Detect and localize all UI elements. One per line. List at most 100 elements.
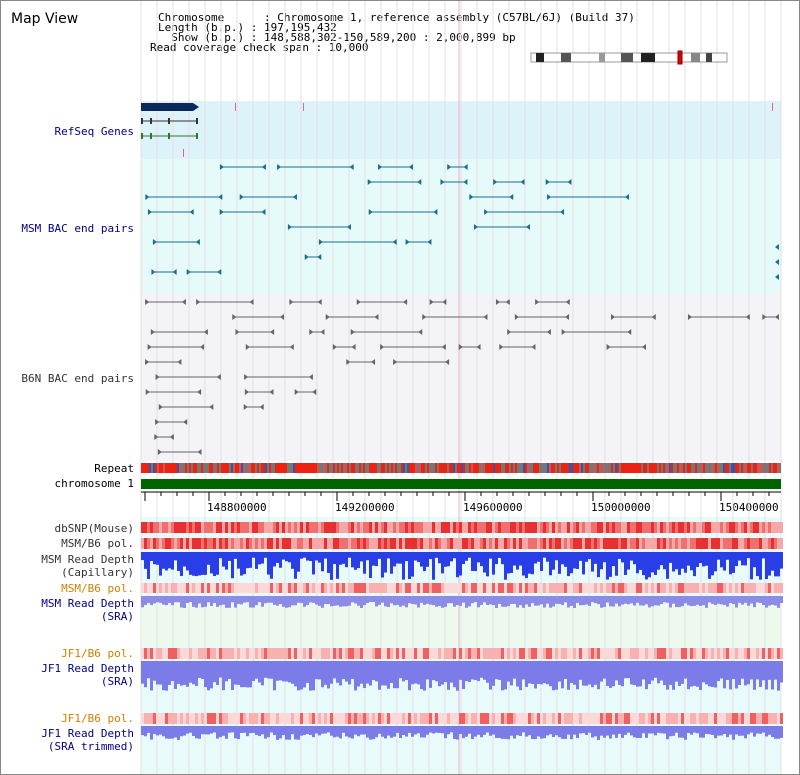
polymorphism-cell [381, 538, 384, 549]
read-depth-bar [507, 552, 510, 574]
repeat-block [487, 463, 489, 473]
bac-end [651, 314, 656, 320]
polymorphism-cell [240, 713, 243, 724]
read-depth-bar [576, 726, 579, 739]
track-label-b6n-bac[interactable]: B6N BAC end pairs [21, 372, 134, 385]
polymorphism-cell [165, 522, 168, 533]
read-depth-bar [264, 661, 267, 678]
polymorphism-cell [330, 538, 333, 549]
polymorphism-cell [438, 583, 441, 593]
polymorphism-cell [732, 583, 735, 593]
read-depth-bar [243, 726, 246, 733]
repeat-block [503, 463, 505, 473]
polymorphism-cell [249, 648, 252, 659]
read-depth-bar [477, 726, 480, 735]
polymorphism-cell [372, 648, 375, 659]
read-depth-bar [330, 661, 333, 684]
polymorphism-cell [285, 583, 288, 593]
polymorphism-cell [753, 538, 756, 549]
read-depth-bar [237, 596, 240, 604]
polymorphism-cell [144, 583, 147, 593]
read-depth-bar [165, 552, 168, 571]
read-depth-bar [597, 552, 600, 578]
repeat-block [541, 463, 543, 473]
track-label-msm-bac[interactable]: MSM BAC end pairs [21, 222, 134, 235]
polymorphism-cell [702, 648, 705, 659]
polymorphism-cell [756, 583, 759, 593]
polymorphism-cell [417, 538, 420, 549]
polymorphism-cell [228, 538, 231, 549]
polymorphism-cell [666, 648, 669, 659]
read-depth-bar [390, 726, 393, 738]
polymorphism-cell [711, 713, 714, 724]
read-depth-bar [447, 726, 450, 735]
read-depth-bar [225, 726, 228, 739]
read-depth-bar [741, 661, 744, 679]
repeat-block [165, 463, 167, 473]
read-depth-bar [564, 596, 567, 603]
repeat-block [193, 463, 195, 473]
polymorphism-cell [294, 648, 297, 659]
read-depth-bar [291, 726, 294, 735]
read-depth-bar [243, 661, 246, 688]
polymorphism-cell [366, 583, 369, 593]
repeat-block [149, 463, 151, 473]
read-depth-bar [669, 596, 672, 608]
polymorphism-cell [777, 648, 780, 659]
polymorphism-cell [486, 648, 489, 659]
read-depth-bar [273, 726, 276, 736]
polymorphism-cell [252, 538, 255, 549]
polymorphism-cell [645, 522, 648, 533]
polymorphism-cell [411, 538, 414, 549]
polymorphism-cell [627, 538, 630, 549]
read-depth-bar [201, 552, 204, 575]
read-depth-bar [384, 596, 387, 607]
polymorphism-cell [303, 713, 306, 724]
polymorphism-cell [270, 648, 273, 659]
read-depth-bar [672, 596, 675, 604]
read-depth-bar [651, 596, 654, 607]
read-depth-bar [531, 552, 534, 575]
polymorphism-cell [495, 583, 498, 593]
read-depth-bar [753, 661, 756, 690]
track-label-refseq[interactable]: RefSeq Genes [54, 125, 134, 138]
polymorphism-cell [366, 522, 369, 533]
repeat-block [279, 463, 281, 473]
read-depth-bar [624, 596, 627, 604]
polymorphism-cell [483, 713, 486, 724]
bac-end [473, 224, 478, 230]
read-depth-bar [642, 661, 645, 680]
polymorphism-cell [456, 538, 459, 549]
polymorphism-cell [579, 648, 582, 659]
polymorphism-cell [486, 583, 489, 593]
polymorphism-cell [777, 713, 780, 724]
read-depth-bar [198, 596, 201, 604]
polymorphism-cell [213, 522, 216, 533]
polymorphism-cell [414, 713, 417, 724]
polymorphism-cell [471, 648, 474, 659]
read-depth-bar [450, 726, 453, 733]
polymorphism-cell [201, 648, 204, 659]
read-depth-bar [714, 661, 717, 688]
polymorphism-cell [726, 538, 729, 549]
polymorphism-cell [594, 713, 597, 724]
polymorphism-cell [663, 713, 666, 724]
polymorphism-cell [399, 522, 402, 533]
repeat-block [607, 463, 609, 473]
polymorphism-cell [153, 583, 156, 593]
read-depth-bar [591, 726, 594, 738]
repeat-block [155, 463, 157, 473]
read-depth-bar [255, 552, 258, 569]
read-depth-bar [183, 726, 186, 736]
polymorphism-cell [618, 583, 621, 593]
read-depth-bar [351, 552, 354, 568]
read-depth-bar [414, 552, 417, 561]
read-depth-bar [465, 552, 468, 561]
polymorphism-cell [660, 583, 663, 593]
read-depth-bar [753, 596, 756, 608]
repeat-block [613, 463, 615, 473]
read-depth-bar [750, 596, 753, 604]
read-depth-bar [441, 726, 444, 734]
repeat-block [175, 463, 177, 473]
